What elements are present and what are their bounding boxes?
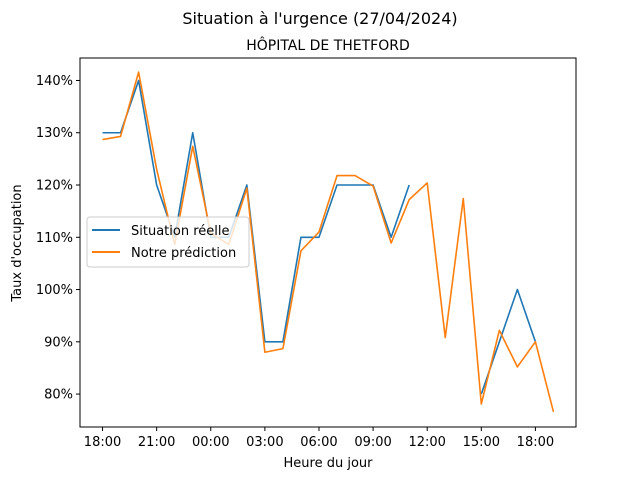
legend-label-notre-prediction: Notre prédiction (131, 246, 236, 261)
x-tick-label: 00:00 (192, 435, 229, 450)
x-tick-label: 09:00 (354, 435, 391, 450)
legend-frame (86, 216, 250, 268)
x-tick-label: 15:00 (463, 435, 500, 450)
y-tick-label: 120% (36, 179, 73, 194)
x-tick-label: 21:00 (138, 435, 175, 450)
x-tick-label: 18:00 (517, 435, 554, 450)
figure-suptitle: Situation à l'urgence (27/04/2024) (182, 9, 457, 28)
axis-ticks: 18:00 21:00 00:00 03:00 06:00 09:00 12:00 15:00… (36, 74, 554, 450)
x-tick-label: 06:00 (300, 435, 337, 450)
y-axis-label: Taux d'occupation (10, 184, 25, 302)
chart-legend: Situation réelle Notre prédiction (86, 216, 250, 268)
legend-label-situation-reelle: Situation réelle (131, 224, 229, 239)
y-tick-label: 90% (44, 335, 73, 350)
series-line-situation-reelle (102, 79, 410, 343)
x-axis-label: Heure du jour (284, 456, 374, 471)
y-tick-label: 130% (36, 126, 73, 141)
x-tick-label: 12:00 (408, 435, 445, 450)
x-tick-label: 18:00 (84, 435, 121, 450)
x-tick-label: 03:00 (246, 435, 283, 450)
y-tick-label: 110% (36, 231, 73, 246)
y-tick-label: 100% (36, 283, 73, 298)
y-tick-label: 140% (36, 74, 73, 89)
chart-title: HÔPITAL DE THETFORD (246, 36, 410, 54)
y-tick-label: 80% (44, 388, 73, 403)
plot-area-frame (79, 57, 577, 428)
series-line-situation-reelle (480, 288, 537, 395)
